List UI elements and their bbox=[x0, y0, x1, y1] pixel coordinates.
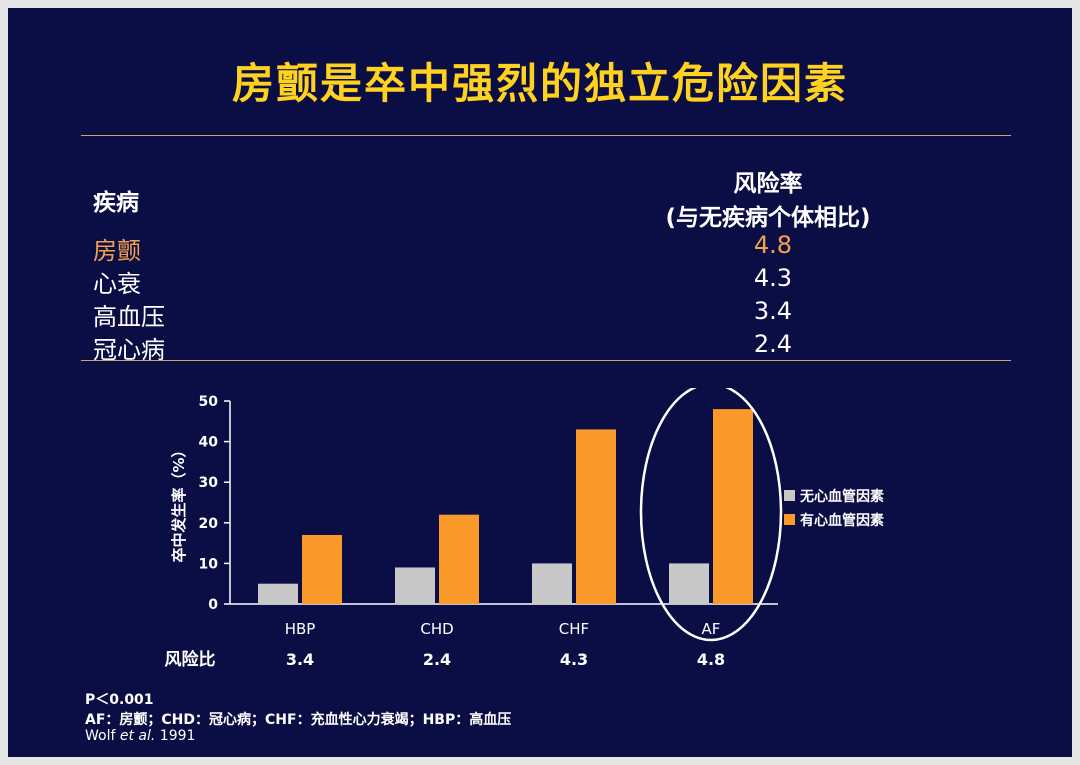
table-row-disease: 高血压 bbox=[93, 303, 165, 331]
x-tick-label: AF bbox=[702, 620, 721, 638]
table-header-ratio-note: (与无疾病个体相比) bbox=[665, 205, 871, 231]
bar-hbp-with-factors bbox=[302, 534, 342, 604]
bar-chf-with-factors bbox=[576, 429, 616, 604]
citation-etal: et al. bbox=[119, 728, 156, 744]
x-tick-label: HBP bbox=[285, 620, 316, 638]
legend-label: 无心血管因素 bbox=[799, 488, 884, 505]
table-header-ratio: 风险率 bbox=[733, 171, 803, 197]
slide: 房颤是卒中强烈的独立危险因素 疾病 风险率 (与无疾病个体相比) 房颤 4.8 … bbox=[8, 8, 1072, 757]
table-row-disease: 冠心病 bbox=[93, 336, 165, 364]
citation: Wolf et al. 1991 bbox=[85, 728, 195, 744]
citation-author: Wolf bbox=[85, 728, 120, 744]
risk-ratio-value: 2.4 bbox=[423, 650, 451, 669]
bar-af-without-factors bbox=[669, 563, 709, 604]
legend-label: 有心血管因素 bbox=[800, 512, 884, 529]
legend-swatch bbox=[784, 490, 795, 501]
citation-year: 1991 bbox=[155, 728, 196, 744]
slide-title: 房颤是卒中强烈的独立危险因素 bbox=[231, 59, 848, 108]
table-row-ratio: 4.8 bbox=[753, 231, 793, 259]
table-row-disease: 房颤 bbox=[93, 237, 141, 265]
y-tick-label: 50 bbox=[199, 394, 219, 410]
p-value-note: P＜0.001 bbox=[85, 692, 154, 708]
bar-af-with-factors bbox=[713, 409, 753, 604]
bar-chf-without-factors bbox=[532, 563, 572, 604]
table-row-ratio: 4.3 bbox=[753, 264, 793, 292]
risk-ratio-value: 4.3 bbox=[560, 650, 588, 669]
abbreviation-note: AF：房颤；CHD：冠心病；CHF：充血性心力衰竭；HBP：高血压 bbox=[85, 712, 512, 728]
table-bottom-rule bbox=[81, 360, 1011, 361]
table-row-ratio: 3.4 bbox=[753, 297, 793, 325]
y-tick-label: 20 bbox=[199, 516, 219, 532]
bar-chd-without-factors bbox=[395, 567, 435, 604]
af-highlight-ellipse bbox=[639, 388, 783, 642]
y-axis-label: 卒中发生率（%） bbox=[170, 442, 188, 562]
risk-ratio-value: 3.4 bbox=[286, 650, 314, 669]
risk-ratio-label: 风险比 bbox=[165, 649, 216, 670]
risk-ratio-value: 4.8 bbox=[697, 650, 725, 669]
table-row-disease: 心衰 bbox=[93, 270, 141, 298]
table-top-rule bbox=[81, 135, 1011, 136]
y-tick-label: 40 bbox=[199, 435, 219, 451]
x-tick-label: CHD bbox=[420, 620, 453, 638]
y-tick-label: 30 bbox=[199, 475, 219, 491]
table-row-ratio: 2.4 bbox=[753, 330, 793, 358]
y-tick-label: 10 bbox=[199, 556, 219, 572]
table-header-disease: 疾病 bbox=[93, 190, 139, 216]
bar-chart: 0 10 20 30 40 50 卒中发生率（%） HBP 3.4 CHD 2.4 CHF 4.3 AF 4… bbox=[165, 388, 884, 670]
bar-chd-with-factors bbox=[439, 514, 479, 604]
y-tick-label: 0 bbox=[208, 597, 218, 613]
bar-hbp-without-factors bbox=[258, 583, 298, 604]
legend-swatch bbox=[784, 514, 795, 525]
x-tick-label: CHF bbox=[559, 620, 589, 638]
